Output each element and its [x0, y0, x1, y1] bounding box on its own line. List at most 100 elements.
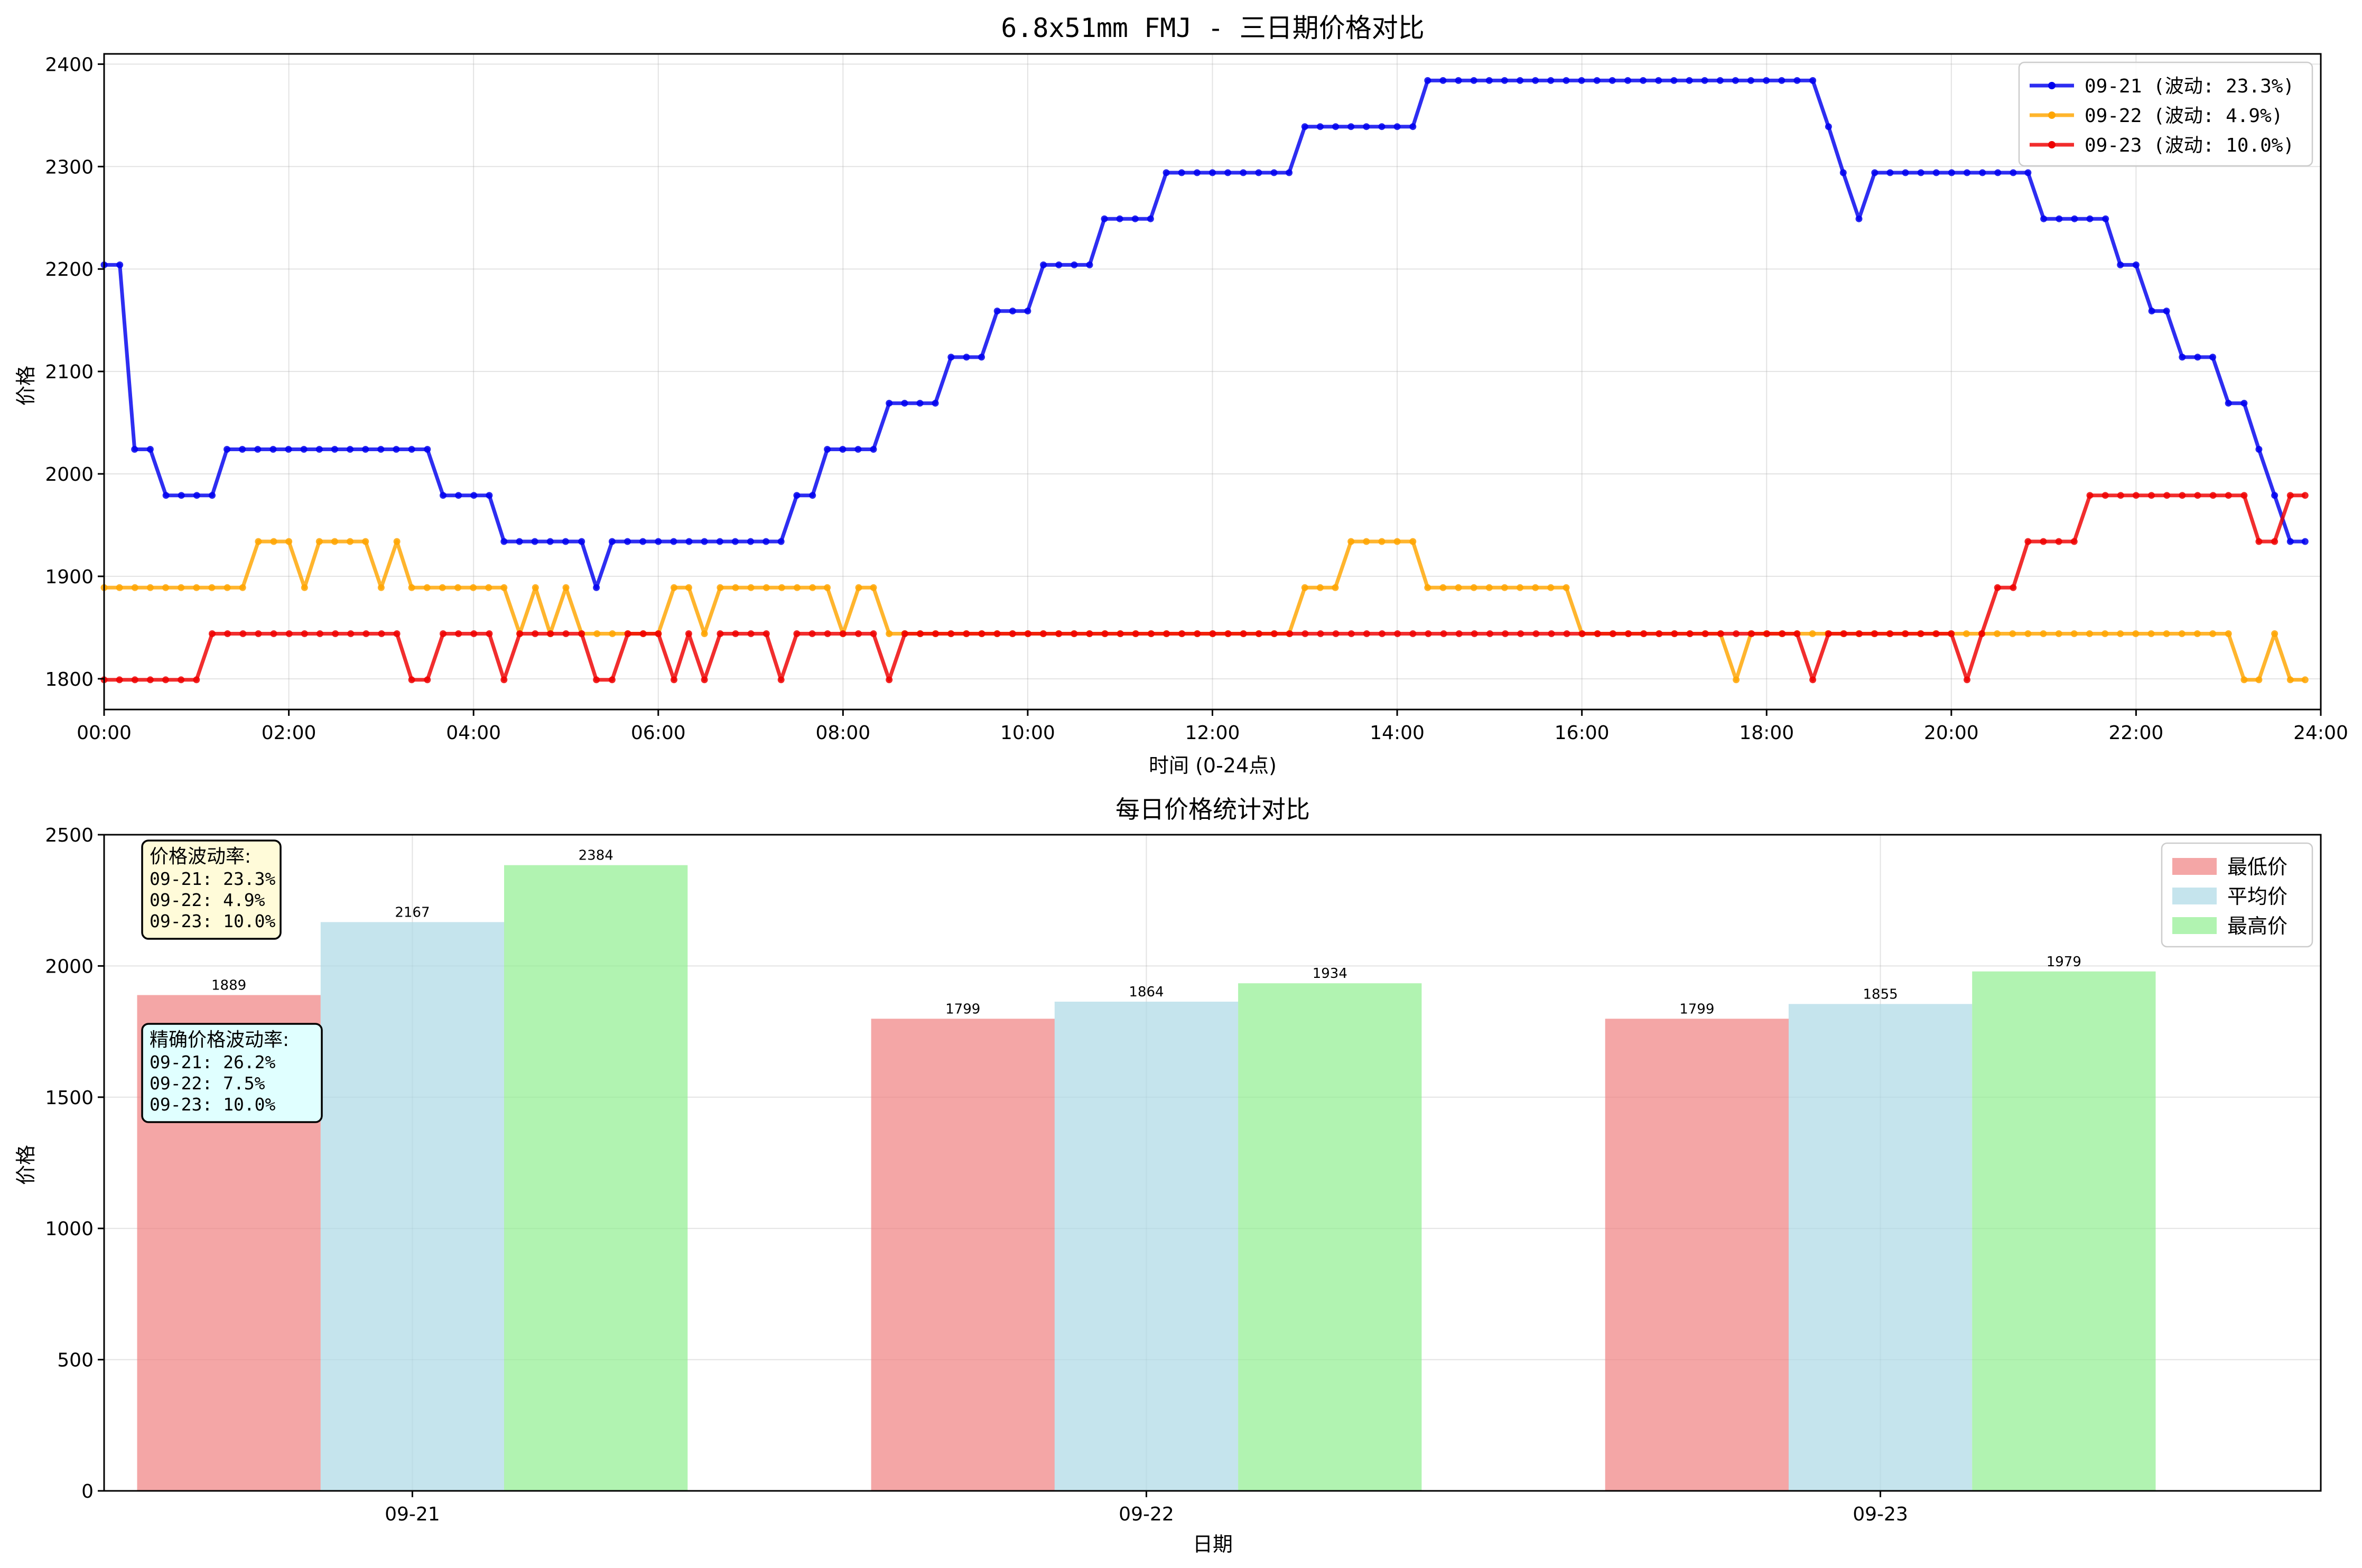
data-point — [1194, 630, 1201, 637]
data-point — [2163, 307, 2170, 315]
data-point — [1286, 630, 1294, 637]
data-point — [486, 630, 493, 637]
data-point — [1332, 584, 1339, 591]
legend-entry: 09-21 (波动: 23.3%) — [2085, 76, 2294, 97]
data-point — [408, 584, 415, 591]
data-point — [2086, 492, 2094, 499]
data-point — [2071, 215, 2078, 222]
data-point — [1301, 123, 1308, 130]
data-point — [1132, 630, 1139, 637]
data-point — [2301, 538, 2309, 545]
bar-chart-plot-area: 1889 1799 1799 2167 1864 1855 2384 1934 1979 09-2… — [45, 825, 2322, 1525]
data-point — [777, 676, 785, 684]
data-point — [2194, 492, 2201, 499]
data-point — [824, 630, 831, 637]
data-point — [1485, 77, 1493, 84]
data-point — [2102, 215, 2109, 222]
data-point — [2286, 492, 2294, 499]
data-point — [593, 630, 601, 637]
data-point — [1424, 77, 1431, 84]
data-point — [777, 538, 785, 545]
data-point — [716, 538, 723, 545]
bar-chart-title: 每日价格统计对比 — [1115, 795, 1310, 824]
data-point — [2194, 353, 2201, 361]
legend-swatch — [2172, 858, 2217, 875]
data-point — [839, 630, 847, 637]
data-point — [2271, 538, 2279, 545]
annotation-line: 09-23: 10.0% — [150, 1094, 276, 1115]
data-point — [454, 584, 461, 591]
data-point — [685, 538, 693, 545]
data-point — [331, 538, 338, 545]
data-point — [424, 676, 431, 684]
annotation-line: 09-21: 23.3% — [150, 869, 276, 889]
data-point — [1994, 584, 2001, 591]
data-point — [2193, 630, 2201, 637]
legend-marker — [2048, 141, 2056, 148]
data-point — [1855, 215, 1863, 222]
bar-最低价-09-22 — [871, 1019, 1055, 1491]
x-tick-label: 09-23 — [1853, 1504, 1908, 1525]
data-point — [2024, 630, 2032, 637]
data-point — [1593, 77, 1601, 84]
data-point — [978, 630, 985, 637]
data-point — [2040, 538, 2047, 545]
data-point — [2225, 399, 2232, 407]
data-point — [1439, 584, 1447, 591]
data-point — [2240, 492, 2248, 499]
data-point — [239, 630, 247, 637]
data-point — [1716, 77, 1724, 84]
data-point — [562, 538, 569, 545]
data-point — [193, 584, 200, 591]
data-point — [1485, 584, 1493, 591]
data-point — [1517, 630, 1524, 637]
data-point — [1871, 630, 1879, 637]
data-point — [1547, 584, 1555, 591]
data-point — [1470, 584, 1477, 591]
data-point — [1517, 77, 1524, 84]
legend-marker — [2048, 111, 2056, 119]
annotation-frame — [141, 839, 282, 940]
data-point — [315, 538, 323, 545]
data-point — [1917, 630, 1924, 637]
data-point — [315, 446, 323, 453]
data-point — [2132, 492, 2140, 499]
annotation-line: 09-22: 7.5% — [150, 1073, 265, 1094]
data-point — [1439, 77, 1447, 84]
data-point — [1548, 630, 1555, 637]
data-point — [593, 584, 600, 591]
data-point — [1425, 630, 1432, 637]
legend-swatch — [2172, 917, 2217, 934]
volatility-annotation-box: 价格波动率:09-21: 23.3%09-22: 4.9%09-23: 10.0… — [141, 839, 282, 940]
data-point — [1733, 630, 1740, 637]
data-point — [562, 630, 570, 637]
data-point — [1470, 77, 1477, 84]
data-point — [1224, 630, 1232, 637]
data-point — [762, 630, 770, 637]
data-point — [254, 446, 262, 453]
data-point — [331, 446, 338, 453]
data-point — [2101, 492, 2109, 499]
data-point — [794, 584, 801, 591]
data-point — [793, 492, 801, 499]
data-point — [500, 676, 508, 684]
data-point — [347, 630, 355, 637]
data-point — [1025, 630, 1031, 637]
data-point — [2271, 492, 2279, 499]
x-tick-label: 09-22 — [1119, 1504, 1174, 1525]
data-point — [301, 630, 308, 637]
annotation-line: 09-22: 4.9% — [150, 890, 265, 910]
x-tick-label: 24:00 — [2293, 722, 2348, 744]
data-point — [2117, 261, 2124, 268]
data-point — [762, 584, 770, 591]
data-point — [870, 446, 877, 453]
data-point — [2209, 630, 2216, 637]
data-point — [224, 630, 231, 637]
data-point — [2286, 676, 2294, 684]
data-point — [1932, 630, 1940, 637]
data-point — [1501, 77, 1508, 84]
data-point — [408, 676, 415, 684]
y-tick-label: 2100 — [45, 361, 94, 383]
